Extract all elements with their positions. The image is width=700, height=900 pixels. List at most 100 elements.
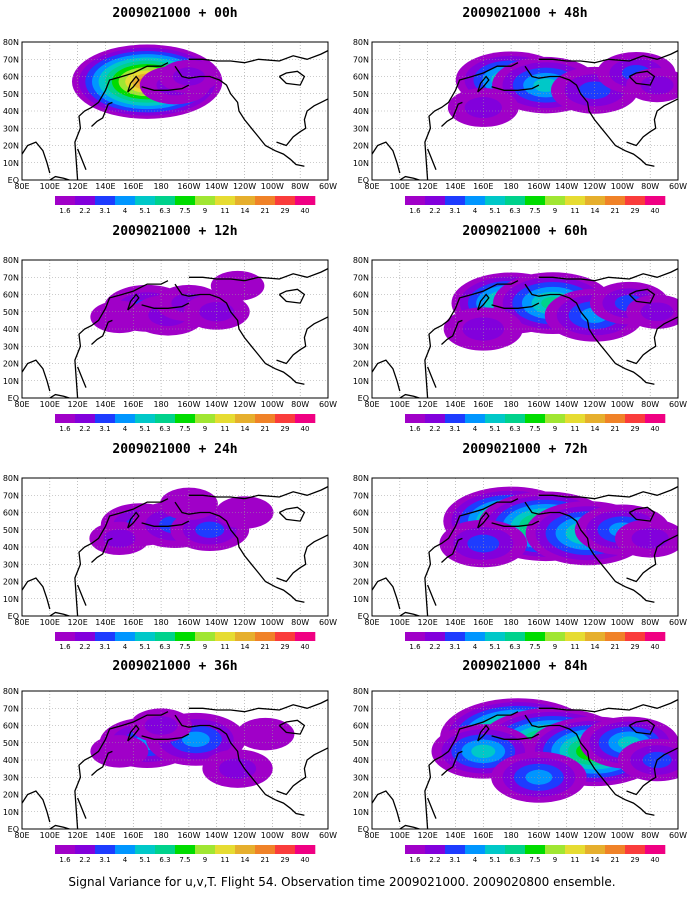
- coastline: [188, 268, 328, 282]
- lon-tick-label: 100W: [261, 400, 284, 409]
- map-frame: [371, 477, 679, 617]
- coastline: [49, 824, 72, 829]
- lon-tick-label: 120W: [233, 618, 256, 627]
- colorbar-label: 6.3: [159, 207, 170, 215]
- coastline: [141, 520, 190, 527]
- coastline: [524, 283, 655, 385]
- colorbar-swatch: [565, 414, 586, 423]
- lon-tick-label: 160W: [177, 618, 200, 627]
- lat-tick-label: 50N: [3, 90, 19, 99]
- map-frame: [21, 477, 329, 617]
- lat-tick-label: 60N: [3, 291, 19, 300]
- lon-tick-label: 80E: [364, 618, 379, 627]
- colorbar-swatch: [75, 196, 96, 205]
- lon-tick-label: 140W: [555, 831, 578, 840]
- coastline: [524, 65, 655, 167]
- colorbar-label: 3.1: [99, 643, 110, 651]
- coastline: [276, 534, 328, 583]
- lon-tick-label: 100E: [40, 182, 60, 191]
- contour-level: [159, 487, 218, 521]
- lat-tick-label: 80N: [353, 474, 369, 483]
- lon-tick-label: 140W: [555, 618, 578, 627]
- variance-field: [89, 487, 274, 555]
- colorbar-swatch: [275, 845, 296, 854]
- colorbar-swatch: [235, 196, 256, 205]
- lat-tick-label: 40N: [353, 543, 369, 552]
- colorbar-swatch: [485, 632, 506, 641]
- coastline: [372, 359, 401, 392]
- colorbar-swatch: [55, 196, 76, 205]
- colorbar-label: 6.3: [509, 207, 520, 215]
- lon-tick-label: 160W: [527, 831, 550, 840]
- variance-field: [439, 486, 678, 568]
- coastline: [441, 319, 463, 345]
- lon-tick-label: 140E: [95, 831, 115, 840]
- colorbar-label: 4: [123, 207, 128, 215]
- lat-tick-label: 10N: [353, 377, 369, 386]
- colorbar-label: 29: [631, 856, 640, 864]
- colorbar-swatch: [215, 414, 236, 423]
- coastline: [399, 393, 422, 398]
- colorbar-label: 9: [553, 643, 557, 651]
- colorbar-swatch: [445, 196, 466, 205]
- colorbar-label: 40: [301, 856, 310, 864]
- lat-tick-label: 20N: [3, 578, 19, 587]
- lat-tick-label: 30N: [3, 124, 19, 133]
- coastline: [49, 175, 72, 180]
- colorbar-label: 7.5: [529, 425, 540, 433]
- colorbar-label: 1.6: [409, 207, 421, 215]
- lon-tick-label: 80E: [14, 400, 29, 409]
- coastline: [538, 486, 678, 500]
- coastline: [372, 141, 401, 174]
- lon-tick-label: 60W: [669, 182, 687, 191]
- colorbar-swatch: [545, 632, 566, 641]
- variance-field: [447, 51, 678, 128]
- map-frame: [21, 690, 329, 830]
- lon-tick-label: 120E: [67, 618, 87, 627]
- lat-tick-label: 80N: [3, 256, 19, 265]
- lat-tick-label: 30N: [353, 124, 369, 133]
- lat-tick-label: 20N: [353, 578, 369, 587]
- lat-tick-label: 50N: [3, 526, 19, 535]
- coastline: [426, 148, 437, 170]
- lat-tick-label: 40N: [353, 107, 369, 116]
- lat-tick-label: 80N: [353, 687, 369, 696]
- coastline: [491, 84, 540, 91]
- coastline: [372, 577, 401, 610]
- lon-tick-label: 80E: [364, 400, 379, 409]
- coastlines: [372, 50, 678, 180]
- coastline: [74, 711, 169, 829]
- coastline: [538, 699, 678, 713]
- lon-tick-label: 140E: [445, 831, 465, 840]
- coastlines: [372, 486, 678, 616]
- coastline: [399, 824, 422, 829]
- lon-tick-label: 100E: [40, 831, 60, 840]
- colorbar-swatch: [465, 196, 486, 205]
- lat-tick-label: EQ: [8, 394, 19, 403]
- coastline: [626, 747, 678, 796]
- lat-tick-label: 10N: [353, 159, 369, 168]
- lon-tick-label: 120E: [417, 400, 437, 409]
- colorbar-swatch: [295, 845, 316, 854]
- lon-tick-label: 160E: [473, 831, 493, 840]
- coastline: [141, 84, 190, 91]
- panel-title: 2009021000 + 72h: [462, 442, 587, 457]
- gridlines: [22, 478, 328, 616]
- lon-tick-label: 100W: [261, 618, 284, 627]
- colorbar-swatch: [155, 196, 176, 205]
- colorbar-label: 7.5: [529, 643, 540, 651]
- coastline: [74, 62, 169, 180]
- coastline: [626, 98, 678, 147]
- map-frame: [371, 690, 679, 830]
- lon-tick-label: 100W: [611, 618, 634, 627]
- panel-title: 2009021000 + 36h: [112, 659, 237, 674]
- coastline: [76, 148, 87, 170]
- colorbar-swatch: [645, 845, 666, 854]
- colorbar-swatch: [405, 196, 426, 205]
- colorbar-swatch: [135, 845, 156, 854]
- colorbar-swatch: [195, 632, 216, 641]
- colorbar-label: 7.5: [179, 425, 190, 433]
- lat-tick-label: 80N: [3, 687, 19, 696]
- colorbar-swatch: [445, 632, 466, 641]
- colorbar-swatch: [645, 414, 666, 423]
